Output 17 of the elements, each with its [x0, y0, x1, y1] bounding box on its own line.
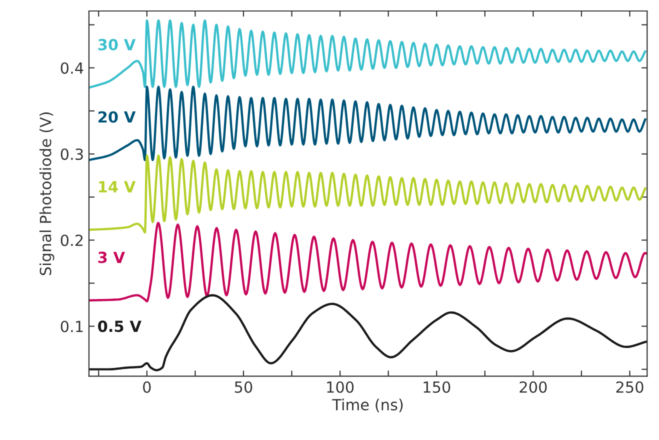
series-label: 14 V [99, 181, 136, 192]
x-tick-label: 150 [424, 381, 450, 393]
series-label: 30 V [98, 38, 136, 50]
x-tick-label: 100 [327, 381, 354, 393]
text: 0.5 V [98, 320, 142, 332]
series-label: 20 V [98, 111, 136, 123]
series-label: 3 V [98, 252, 125, 264]
x-tick-label: 200 [520, 381, 547, 393]
x-tick-label: 50 [234, 381, 252, 393]
y-tick-label: 0.3 [60, 148, 83, 160]
x-tick-label: 250 [616, 381, 644, 393]
y-tick-label: 0.2 [60, 234, 83, 246]
y-axis-title: Signal Photodiode (V) [39, 112, 54, 276]
y-tick-label: 0.4 [60, 62, 84, 74]
x-tick-label: 0 [143, 381, 151, 393]
y-tick-label: 0.1 [60, 320, 83, 332]
x-axis-title: Time (ns) [332, 398, 403, 412]
